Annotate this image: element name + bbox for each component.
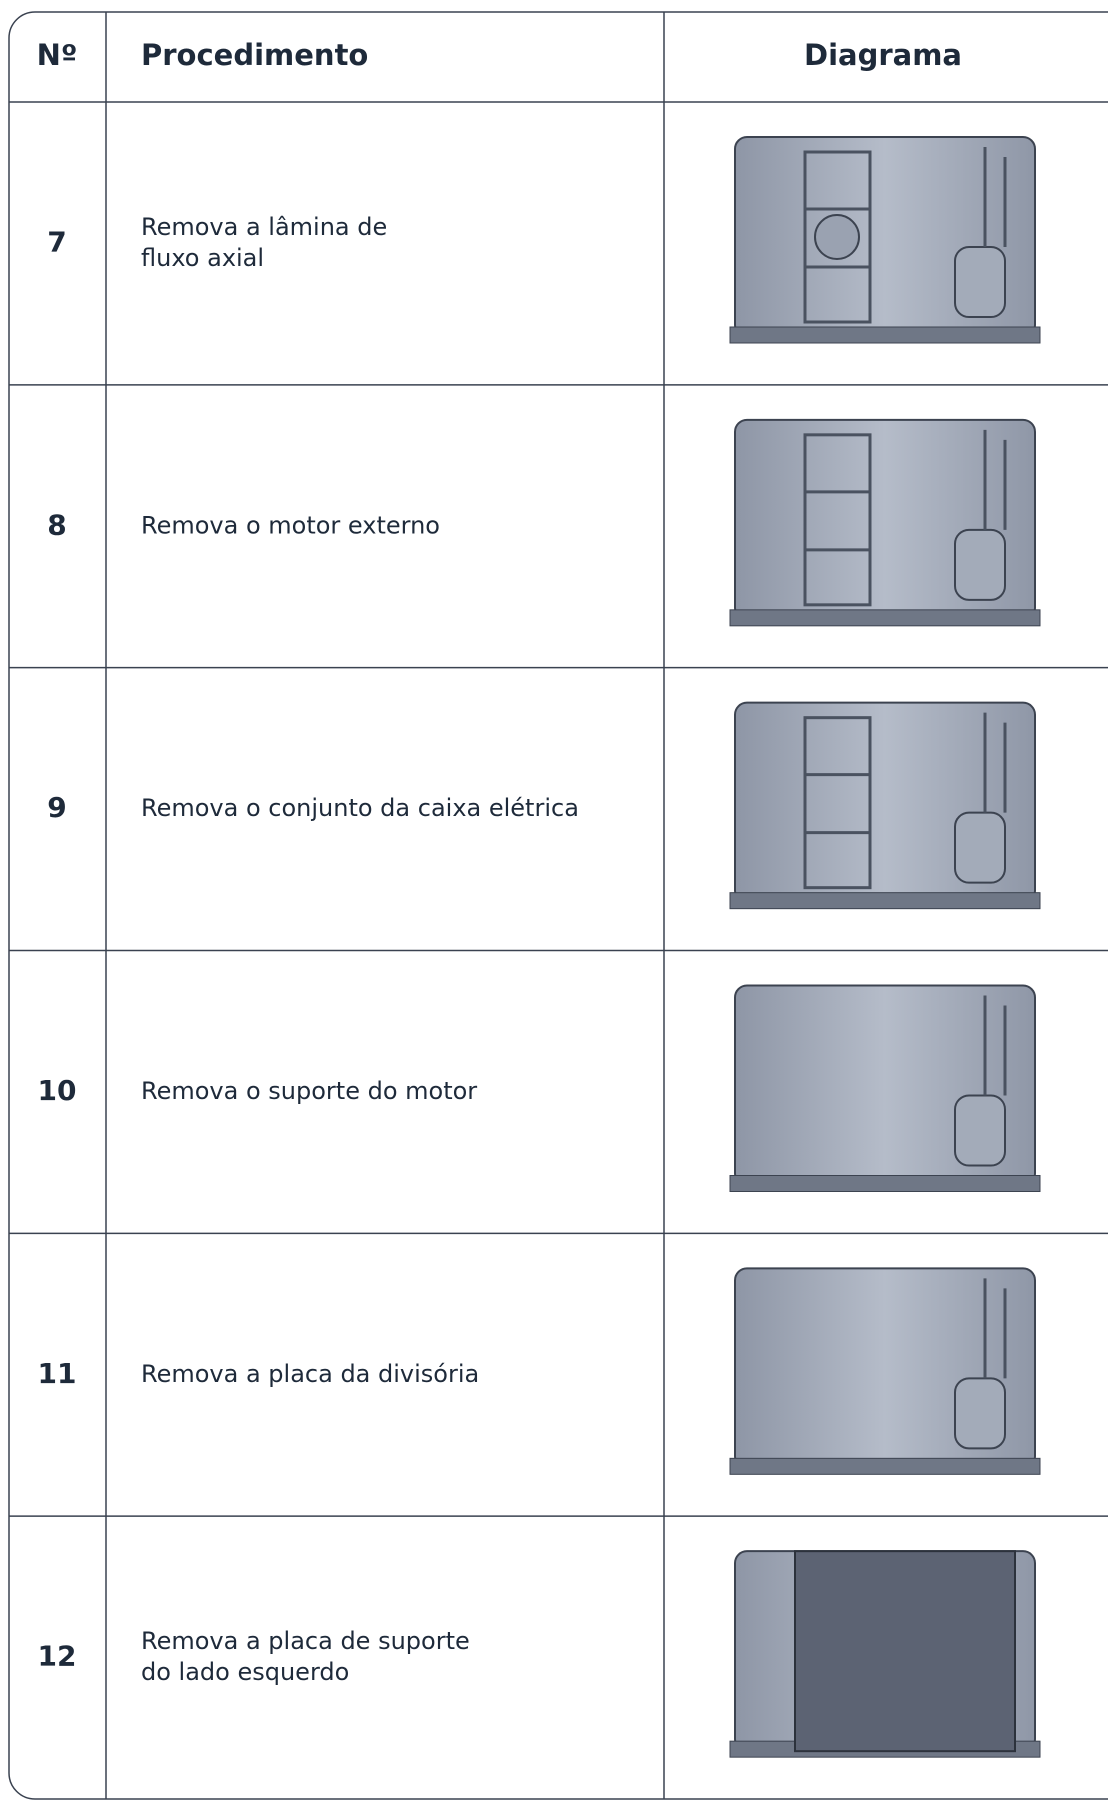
- fan-frame: [803, 716, 872, 890]
- header-cell: Procedimento: [141, 38, 368, 72]
- diagram: [729, 701, 1041, 910]
- diagram: [729, 1267, 1041, 1475]
- diagram: [729, 984, 1041, 1192]
- step-number: 10: [38, 1074, 77, 1107]
- procedure-text: Remova o motor externo: [141, 511, 440, 539]
- panel: [794, 1550, 1016, 1753]
- diagram: [729, 136, 1041, 344]
- diagram: [729, 418, 1041, 627]
- compressor: [954, 246, 1006, 318]
- unit-base: [729, 326, 1041, 344]
- step-number: 9: [47, 791, 66, 824]
- header-cell: Diagrama: [804, 38, 962, 72]
- procedure-text: fluxo axial: [141, 244, 264, 272]
- compressor: [954, 528, 1006, 601]
- fan-motor: [814, 214, 860, 260]
- procedure-text: Remova a lâmina de: [141, 213, 387, 241]
- compressor: [954, 811, 1006, 884]
- procedure-text: Remova o suporte do motor: [141, 1077, 477, 1105]
- step-number: 12: [38, 1640, 77, 1673]
- fan-frame: [803, 150, 872, 324]
- step-number: 8: [47, 508, 66, 541]
- procedure-text: Remova o conjunto da caixa elétrica: [141, 794, 579, 822]
- procedure-text: Remova a placa da divisória: [141, 1360, 479, 1388]
- unit-base: [729, 1457, 1041, 1475]
- procedure-text: do lado esquerdo: [141, 1658, 349, 1686]
- step-number: 11: [38, 1357, 77, 1390]
- table-border: [8, 11, 1108, 1800]
- header-cell: Nº: [37, 38, 78, 72]
- diagram: [729, 1550, 1041, 1758]
- unit-base: [729, 1175, 1041, 1192]
- fan-frame: [803, 433, 872, 607]
- unit-base: [729, 609, 1041, 627]
- step-number: 7: [47, 225, 66, 258]
- unit-base: [729, 892, 1041, 910]
- compressor: [954, 1094, 1006, 1167]
- procedure-text: Remova a placa de suporte: [141, 1627, 470, 1655]
- compressor: [954, 1377, 1006, 1450]
